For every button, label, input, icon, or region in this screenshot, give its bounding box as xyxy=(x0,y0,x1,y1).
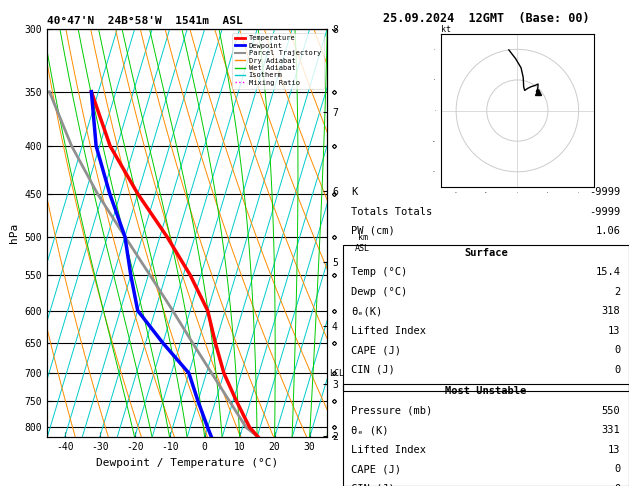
Text: 331: 331 xyxy=(602,425,620,435)
Text: 15.4: 15.4 xyxy=(596,267,620,278)
Text: θₑ (K): θₑ (K) xyxy=(352,425,389,435)
Text: θₑ(K): θₑ(K) xyxy=(352,306,382,316)
Y-axis label: km
ASL: km ASL xyxy=(355,233,370,253)
Y-axis label: hPa: hPa xyxy=(9,223,19,243)
Text: Surface: Surface xyxy=(464,248,508,258)
Text: CIN (J): CIN (J) xyxy=(352,364,395,375)
Text: 13: 13 xyxy=(608,326,620,336)
Text: Most Unstable: Most Unstable xyxy=(445,386,526,397)
Text: Totals Totals: Totals Totals xyxy=(352,207,433,217)
Text: 0: 0 xyxy=(614,345,620,355)
X-axis label: Dewpoint / Temperature (°C): Dewpoint / Temperature (°C) xyxy=(96,458,278,468)
Text: LCL: LCL xyxy=(329,369,344,378)
Text: 0: 0 xyxy=(614,484,620,486)
Text: Temp (°C): Temp (°C) xyxy=(352,267,408,278)
Text: kt: kt xyxy=(441,25,451,34)
Text: 550: 550 xyxy=(602,406,620,416)
Text: CIN (J): CIN (J) xyxy=(352,484,395,486)
Text: 40°47'N  24B°58'W  1541m  ASL: 40°47'N 24B°58'W 1541m ASL xyxy=(47,16,243,26)
Text: 0: 0 xyxy=(614,364,620,375)
Bar xyxy=(343,245,629,391)
Text: 13: 13 xyxy=(608,445,620,455)
Legend: Temperature, Dewpoint, Parcel Trajectory, Dry Adiabat, Wet Adiabat, Isotherm, Mi: Temperature, Dewpoint, Parcel Trajectory… xyxy=(232,33,323,88)
Text: K: K xyxy=(352,187,358,197)
Text: 25.09.2024  12GMT  (Base: 00): 25.09.2024 12GMT (Base: 00) xyxy=(382,12,589,25)
Text: 0: 0 xyxy=(614,464,620,474)
Text: 2: 2 xyxy=(614,287,620,297)
Text: CAPE (J): CAPE (J) xyxy=(352,345,401,355)
Text: CAPE (J): CAPE (J) xyxy=(352,464,401,474)
Text: 318: 318 xyxy=(602,306,620,316)
Text: -9999: -9999 xyxy=(589,207,620,217)
Text: Pressure (mb): Pressure (mb) xyxy=(352,406,433,416)
Bar xyxy=(343,384,629,486)
Text: Lifted Index: Lifted Index xyxy=(352,326,426,336)
Text: Lifted Index: Lifted Index xyxy=(352,445,426,455)
Text: 1.06: 1.06 xyxy=(596,226,620,236)
Text: PW (cm): PW (cm) xyxy=(352,226,395,236)
Text: -9999: -9999 xyxy=(589,187,620,197)
Text: Dewp (°C): Dewp (°C) xyxy=(352,287,408,297)
